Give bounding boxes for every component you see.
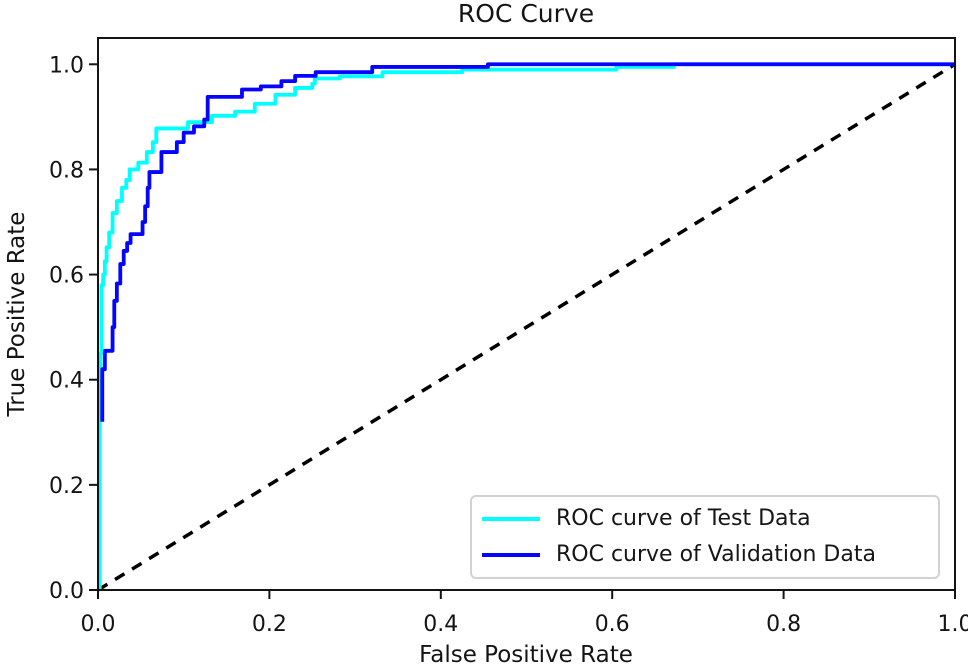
legend-swatch-validation-data	[482, 553, 540, 557]
x-tick-label: 1.0	[938, 612, 968, 637]
legend-swatch-test-data	[482, 517, 540, 521]
roc-series-line-1	[100, 62, 955, 422]
legend-row-test: ROC curve of Test Data	[482, 501, 932, 537]
legend-label-test-data: ROC curve of Test Data	[556, 506, 811, 531]
x-tick-label: 0.6	[595, 612, 630, 637]
x-tick-label: 0.8	[766, 612, 801, 637]
plot-axes-layer: 0.0 0.2 0.4 0.6 0.8 1.0 0.0 0.2 0.4 0.6 0.8 1.0	[49, 37, 968, 637]
y-tick-label: 0.4	[49, 369, 84, 394]
legend-box: ROC curve of Test Data ROC curve of Vali…	[470, 495, 940, 579]
chance-diagonal-line	[97, 62, 956, 592]
plot-spines	[97, 37, 956, 591]
y-tick-label: 0.6	[49, 264, 84, 289]
y-tick-label: 0.8	[49, 158, 84, 183]
plot-curves-layer	[97, 62, 956, 592]
legend-label-validation-data: ROC curve of Validation Data	[556, 542, 876, 567]
legend-row-validation: ROC curve of Validation Data	[482, 537, 932, 573]
x-tick-label: 0.2	[252, 612, 287, 637]
y-tick-label: 0.2	[49, 474, 84, 499]
x-tick-label: 0.0	[81, 612, 116, 637]
x-axis-label: False Positive Rate	[419, 642, 633, 668]
roc-series-line-0	[97, 62, 955, 590]
y-axis-label: True Positive Rate	[4, 212, 30, 418]
x-tick-label: 0.4	[423, 612, 458, 637]
y-tick-label: 1.0	[49, 53, 84, 78]
chart-title: ROC Curve	[458, 0, 594, 28]
y-tick-label: 0.0	[49, 579, 84, 604]
